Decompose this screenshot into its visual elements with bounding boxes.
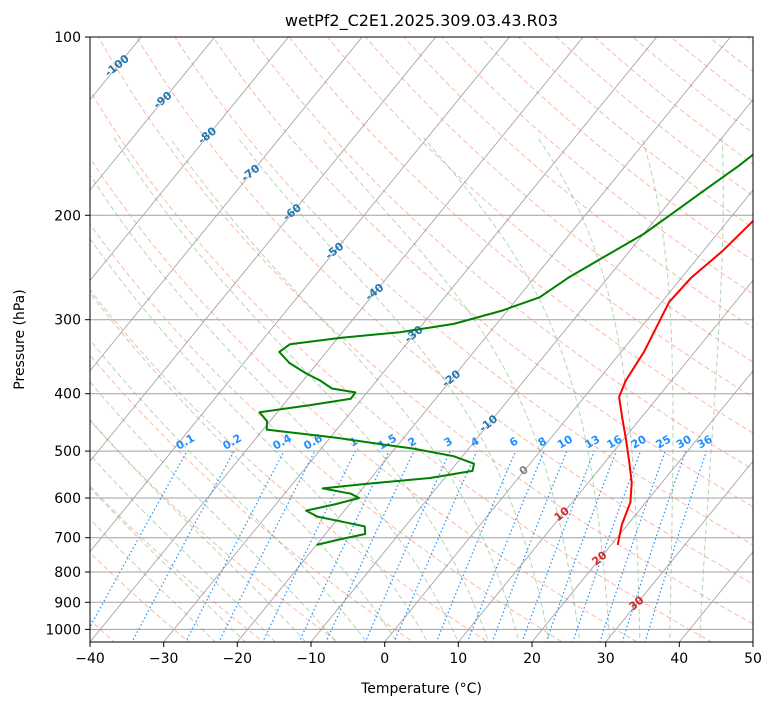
dry-adiabat	[517, 37, 753, 229]
moist-adiabat	[90, 381, 337, 642]
mixing-ratio-line	[218, 450, 316, 642]
moist-adiabat	[537, 137, 641, 642]
mixing-ratio-line	[644, 450, 708, 642]
isobars	[90, 37, 753, 630]
mixing-ratio-line	[491, 450, 568, 642]
dewpoint-profile	[258, 153, 753, 546]
dry-adiabat	[327, 37, 753, 398]
moist-adiabat	[423, 137, 611, 642]
y-tick-label: 300	[54, 313, 81, 329]
moist-adiabat	[169, 137, 520, 642]
isotherms	[90, 37, 753, 642]
mixing-ratio-lines	[90, 450, 708, 642]
y-tick-label: 700	[54, 531, 81, 547]
moist-adiabat	[113, 137, 490, 642]
dry-adiabat	[90, 288, 489, 642]
mixing-ratio-line	[364, 450, 451, 642]
isotherm	[236, 37, 731, 642]
x-axis-ticks: −40 −30 −20 −10 0 10 20 30 40 50	[75, 642, 762, 667]
mixing-ratio-line	[393, 450, 478, 642]
y-tick-label: 900	[54, 595, 81, 611]
isotherm	[531, 370, 753, 642]
isotherm	[310, 98, 753, 642]
moist-adiabat	[90, 237, 429, 642]
isotherm	[457, 279, 753, 642]
x-tick-label: −30	[149, 651, 179, 667]
moist-adiabat	[321, 137, 581, 642]
mixing-ratio-line	[435, 450, 517, 642]
dry-adiabat	[403, 37, 753, 329]
mixing-ratio-line	[90, 450, 188, 629]
dry-adiabat	[90, 223, 564, 642]
isotherm	[90, 37, 363, 372]
dry-adiabat	[174, 37, 753, 546]
isotherm	[605, 460, 753, 642]
isotherm	[90, 37, 510, 553]
dry-adiabat	[90, 485, 265, 642]
mixing-ratio-line	[521, 450, 595, 642]
y-tick-label: 1000	[45, 622, 81, 638]
y-tick-label: 500	[54, 444, 81, 460]
x-axis-label: Temperature (°C)	[360, 681, 482, 697]
x-tick-label: 10	[449, 651, 467, 667]
x-tick-label: −40	[75, 651, 105, 667]
isotherm	[90, 37, 437, 462]
isotherm-label: 40	[663, 639, 683, 659]
dry-adiabat	[90, 157, 639, 642]
mixing-ratio-line	[262, 450, 356, 642]
dry-adiabat	[90, 89, 713, 642]
isotherm	[90, 37, 289, 282]
y-axis-label: Pressure (hPa)	[12, 289, 28, 389]
moist-adiabat	[90, 291, 398, 642]
mixing-ratio-line	[298, 450, 390, 642]
isotherm	[90, 37, 584, 642]
x-tick-label: −20	[223, 651, 253, 667]
x-tick-label: −10	[296, 651, 326, 667]
x-tick-label: 30	[597, 651, 615, 667]
plot-frame	[89, 36, 754, 643]
x-tick-label: 20	[523, 651, 541, 667]
x-tick-label: 0	[380, 651, 389, 667]
isotherm	[384, 189, 753, 642]
moist-adiabat	[641, 137, 674, 642]
dry-adiabat	[479, 37, 753, 262]
y-tick-label: 800	[54, 565, 81, 581]
moist-adiabat	[90, 174, 459, 642]
y-tick-label: 200	[54, 208, 81, 224]
isotherm	[90, 37, 216, 191]
moist-adiabat	[90, 487, 246, 642]
temperature-profile	[616, 219, 753, 546]
x-tick-label: 50	[744, 651, 762, 667]
mixing-ratio-line	[325, 450, 415, 642]
moist-adiabat	[237, 137, 550, 642]
dry-adiabat	[136, 37, 753, 585]
y-tick-label: 400	[54, 387, 81, 403]
dry-adiabat	[212, 37, 753, 508]
moist-adiabat	[699, 137, 724, 642]
y-tick-label: 600	[54, 491, 81, 507]
moist-adiabat	[90, 419, 307, 642]
chart-title: wetPf2_C2E1.2025.309.03.43.R03	[285, 11, 558, 31]
y-axis-ticks: 100 200 300 400 500 600 700 800 900 1000	[45, 30, 90, 638]
dry-adiabat	[98, 37, 753, 625]
isotherm	[163, 37, 658, 642]
moist-adiabat	[90, 339, 367, 642]
profile-series	[258, 153, 753, 546]
y-tick-label: 100	[54, 30, 81, 46]
dry-adiabat	[250, 37, 753, 471]
plot-area: 0.1 0.2 0.4 0.6 1 1.5 2 3 4 6 8 10 13 16 20 25 30 36-100-…	[90, 37, 753, 659]
x-tick-label: 40	[670, 651, 688, 667]
